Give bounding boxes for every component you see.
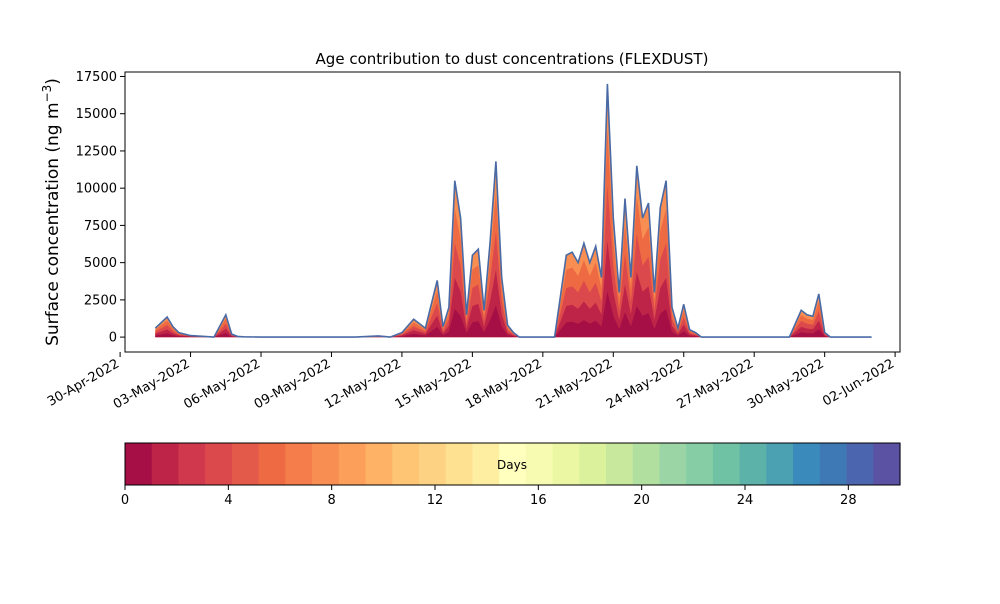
colorbar-segment [793, 443, 821, 485]
colorbar-segment [285, 443, 313, 485]
x-tick-label: 09-May-2022 [252, 356, 334, 412]
x-tick-label: 27-May-2022 [675, 356, 757, 412]
colorbar-tick-label: 4 [224, 493, 232, 508]
colorbar-segment [873, 443, 901, 485]
colorbar-segment [392, 443, 420, 485]
total-concentration-line [154, 83, 872, 338]
y-tick-label: 12500 [76, 144, 117, 159]
y-axis-label-exponent: −3 [40, 85, 54, 103]
x-tick-label: 02-Jun-2022 [820, 356, 897, 409]
colorbar-segment [205, 443, 233, 485]
colorbar-segment [178, 443, 206, 485]
colorbar-segment [125, 443, 153, 485]
x-tick-label: 15-May-2022 [393, 356, 475, 412]
colorbar-segment [445, 443, 474, 485]
colorbar-tick-label: 12 [427, 493, 444, 508]
age-band-area-0 [155, 83, 872, 338]
y-axis-label: Surface concentration (ng m−3) [40, 78, 63, 346]
x-tick-label: 30-May-2022 [745, 356, 827, 412]
colorbar-segment [151, 443, 180, 485]
colorbar-segment [418, 443, 447, 485]
x-axis: 30-Apr-202203-May-202206-May-202209-May-… [45, 352, 897, 412]
age-contribution-areas [155, 83, 872, 338]
colorbar-frame [124, 442, 901, 486]
colorbar-segment [819, 443, 848, 485]
plot-frame [124, 71, 901, 353]
colorbar-ticks: 0 4 8 12 16 20 24 28 [121, 485, 857, 508]
y-tick-label: 17500 [76, 70, 117, 85]
colorbar-segment [659, 443, 687, 485]
colorbar-segment [739, 443, 767, 485]
colorbar-segment [846, 443, 874, 485]
x-tick-label: 30-Apr-2022 [45, 356, 122, 409]
colorbar-segment [338, 443, 367, 485]
chart-title: Age contribution to dust concentrations … [316, 50, 709, 68]
colorbar-tick-label: 16 [530, 493, 547, 508]
age-band-area-1 [155, 129, 872, 338]
colorbar-tick-label: 24 [737, 493, 754, 508]
x-tick-label: 03-May-2022 [111, 356, 193, 412]
colorbar-tick-label: 0 [121, 493, 129, 508]
colorbar-segment [365, 443, 393, 485]
x-tick-label: 12-May-2022 [322, 356, 404, 412]
colorbar-segment [766, 443, 794, 485]
y-tick-label: 15000 [76, 107, 117, 122]
y-tick-label: 2500 [84, 293, 117, 308]
colorbar [125, 443, 901, 485]
colorbar-tick-label: 20 [633, 493, 650, 508]
y-tick-label: 5000 [84, 256, 117, 271]
colorbar-segment [686, 443, 714, 485]
colorbar-tick-label: 8 [328, 493, 336, 508]
colorbar-segment [258, 443, 286, 485]
x-tick-label: 06-May-2022 [181, 356, 263, 412]
colorbar-segment [712, 443, 741, 485]
colorbar-segment [606, 443, 634, 485]
age-band-area-4 [155, 291, 872, 338]
total-concentration-series [154, 83, 872, 338]
x-tick-label: 21-May-2022 [534, 356, 616, 412]
colorbar-segment [632, 443, 661, 485]
colorbar-segment [312, 443, 340, 485]
y-tick-label: 7500 [84, 219, 117, 234]
x-tick-label: 24-May-2022 [604, 356, 686, 412]
colorbar-segment [472, 443, 500, 485]
colorbar-tick-label: 28 [840, 493, 857, 508]
x-tick-label: 18-May-2022 [463, 356, 545, 412]
y-tick-label: 0 [109, 331, 117, 346]
colorbar-segment [552, 443, 580, 485]
y-tick-label: 10000 [76, 182, 117, 197]
age-band-area-2 [155, 185, 872, 338]
colorbar-label: Days [497, 458, 527, 472]
y-axis: 0 2500 5000 7500 10000 12500 15000 17500 [76, 70, 125, 346]
y-axis-label-text: Surface concentration (ng m [43, 102, 63, 345]
y-axis-label-close: ) [43, 78, 63, 85]
age-band-area-3 [155, 240, 872, 338]
colorbar-segment [231, 443, 260, 485]
colorbar-segment [579, 443, 607, 485]
colorbar-segment [525, 443, 554, 485]
colorbar-segment [499, 443, 527, 485]
